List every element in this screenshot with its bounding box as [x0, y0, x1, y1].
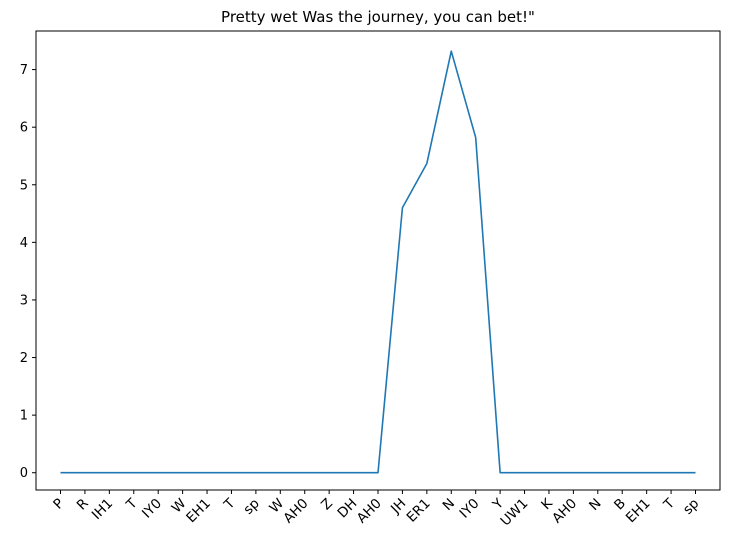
y-tick-label-7: 7: [20, 63, 28, 78]
y-tick-label-1: 1: [20, 409, 28, 424]
chart-title: Pretty wet Was the journey, you can bet!…: [221, 8, 535, 26]
y-tick-label-0: 0: [20, 466, 28, 481]
y-tick-label-4: 4: [20, 236, 28, 251]
series-line-0: [60, 50, 696, 474]
y-tick-label-2: 2: [20, 351, 28, 366]
y-tick-label-5: 5: [20, 178, 28, 193]
y-tick-label-6: 6: [20, 121, 28, 136]
y-tick-label-3: 3: [20, 293, 28, 308]
